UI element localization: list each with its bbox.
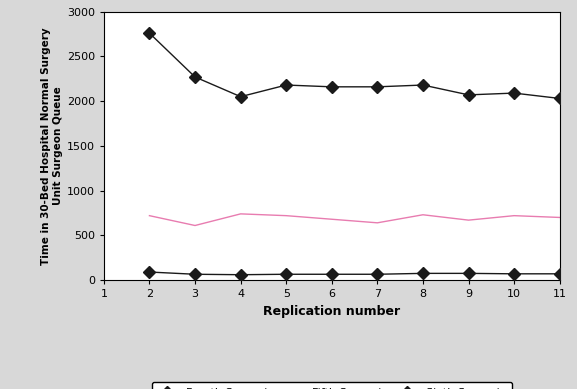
Fourth Scenario [283,83,290,88]
Line: Fifth Scenario: Fifth Scenario [149,214,560,226]
X-axis label: Replication number: Replication number [263,305,400,318]
Sixth Scenario [374,272,381,277]
Fourth Scenario [419,83,426,88]
Sixth Scenario [192,272,198,277]
Y-axis label: Time in 30-Bed Hospital Normal Surgery
Unit Surgeon Queue: Time in 30-Bed Hospital Normal Surgery U… [41,27,62,265]
Fourth Scenario [237,95,244,99]
Fifth Scenario [419,212,426,217]
Fourth Scenario [374,84,381,89]
Sixth Scenario [146,270,153,274]
Fourth Scenario [146,31,153,35]
Fifth Scenario [237,212,244,216]
Sixth Scenario [283,272,290,277]
Sixth Scenario [328,272,335,277]
Fifth Scenario [374,221,381,225]
Sixth Scenario [556,272,563,276]
Legend: Fourth Scenario, Fifth Scenario, Sixth Scenario: Fourth Scenario, Fifth Scenario, Sixth S… [152,382,512,389]
Fourth Scenario [465,93,472,97]
Fifth Scenario [511,213,518,218]
Line: Sixth Scenario: Sixth Scenario [145,268,564,279]
Sixth Scenario [419,271,426,276]
Fifth Scenario [146,213,153,218]
Sixth Scenario [465,271,472,276]
Fourth Scenario [328,84,335,89]
Fifth Scenario [192,223,198,228]
Fifth Scenario [556,215,563,220]
Fifth Scenario [328,217,335,222]
Fourth Scenario [511,91,518,95]
Fourth Scenario [556,96,563,101]
Line: Fourth Scenario: Fourth Scenario [145,29,564,103]
Fifth Scenario [283,213,290,218]
Sixth Scenario [237,272,244,277]
Fourth Scenario [192,75,198,79]
Sixth Scenario [511,272,518,276]
Fifth Scenario [465,218,472,223]
